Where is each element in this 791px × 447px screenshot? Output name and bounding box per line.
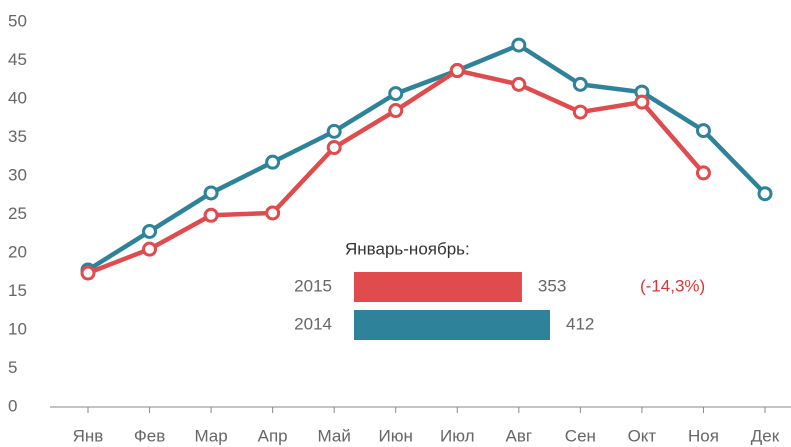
y-tick-label: 50	[8, 11, 27, 30]
y-tick-label: 5	[8, 358, 17, 377]
inset-label: 2015	[294, 276, 332, 295]
inset-bar	[354, 272, 522, 302]
y-tick-label: 20	[8, 242, 27, 261]
y-tick-label: 25	[8, 204, 27, 223]
point	[203, 207, 219, 223]
inset-bar	[354, 310, 550, 340]
point	[511, 76, 527, 92]
x-tick-label: Сен	[565, 426, 596, 445]
y-tick-label: 30	[8, 165, 27, 184]
point	[326, 140, 342, 156]
x-tick-label: Июн	[379, 426, 413, 445]
series-line	[86, 42, 767, 272]
inset-label: 2014	[294, 314, 332, 333]
point	[695, 165, 711, 181]
point	[388, 86, 404, 102]
x-tick-label: Янв	[73, 426, 104, 445]
y-tick-label: 0	[8, 396, 17, 415]
point	[265, 154, 281, 170]
y-tick-label: 10	[8, 319, 27, 338]
inset-annotation: (-14,3%)	[640, 276, 705, 295]
point	[511, 37, 527, 53]
point	[695, 123, 711, 139]
x-tick-label: Дек	[751, 426, 780, 445]
x-tick-label: Май	[318, 426, 351, 445]
point	[572, 76, 588, 92]
x-tick-label: Апр	[258, 426, 288, 445]
point	[634, 94, 650, 110]
point	[449, 63, 465, 79]
point	[388, 103, 404, 119]
x-tick-label: Июл	[440, 426, 475, 445]
y-tick-label: 15	[8, 281, 27, 300]
y-tick-label: 45	[8, 50, 27, 69]
inset-title: Январь-ноябрь:	[345, 239, 470, 258]
point	[142, 223, 158, 239]
x-tick-label: Авг	[506, 426, 533, 445]
y-tick-label: 35	[8, 127, 27, 146]
x-tick-label: Ноя	[688, 426, 719, 445]
point	[572, 104, 588, 120]
inset-value: 412	[566, 314, 594, 333]
point	[265, 205, 281, 221]
x-tick-label: Фев	[134, 426, 165, 445]
point	[757, 186, 773, 202]
y-tick-label: 40	[8, 88, 27, 107]
point	[142, 241, 158, 257]
point	[326, 123, 342, 139]
point	[80, 265, 96, 281]
x-tick-label: Мар	[194, 426, 227, 445]
x-tick-label: Окт	[628, 426, 657, 445]
point	[203, 185, 219, 201]
inset-value: 353	[538, 276, 566, 295]
